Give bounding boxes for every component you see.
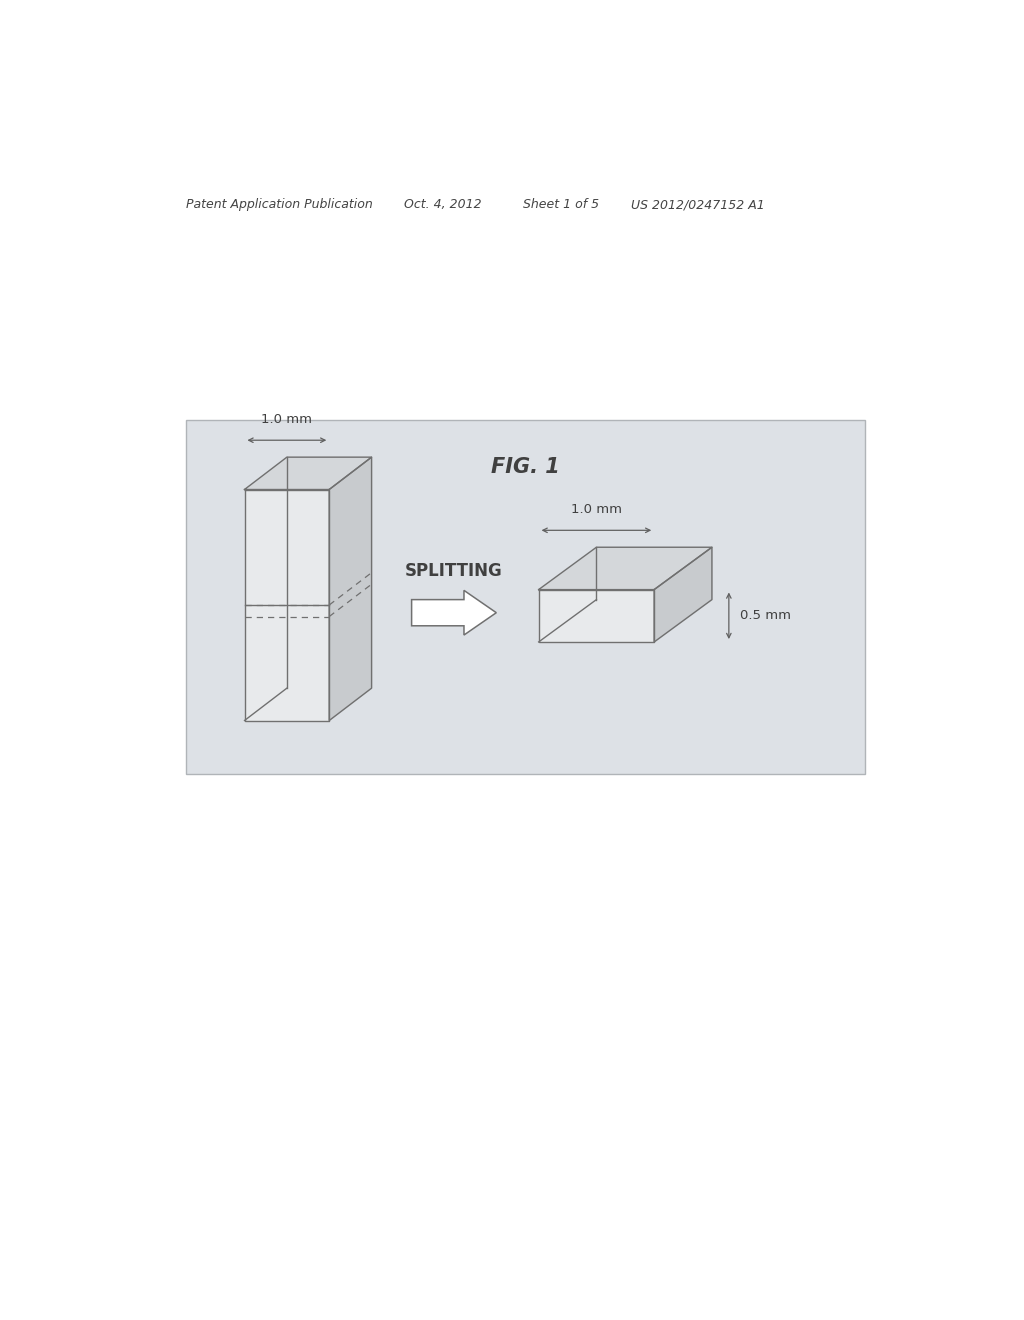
- Text: SPLITTING: SPLITTING: [406, 561, 503, 579]
- FancyBboxPatch shape: [186, 420, 865, 775]
- Text: Sheet 1 of 5: Sheet 1 of 5: [523, 198, 599, 211]
- Text: 1.0 mm: 1.0 mm: [261, 413, 312, 426]
- Text: FIG. 1: FIG. 1: [492, 457, 560, 477]
- Polygon shape: [245, 457, 372, 490]
- Polygon shape: [654, 548, 712, 642]
- Polygon shape: [412, 590, 497, 635]
- Text: US 2012/0247152 A1: US 2012/0247152 A1: [631, 198, 765, 211]
- Polygon shape: [330, 457, 372, 721]
- Text: Patent Application Publication: Patent Application Publication: [186, 198, 373, 211]
- Text: Oct. 4, 2012: Oct. 4, 2012: [403, 198, 481, 211]
- Polygon shape: [539, 548, 712, 590]
- Polygon shape: [245, 490, 330, 721]
- Text: 0.5 mm: 0.5 mm: [739, 610, 791, 622]
- Text: 1.0 mm: 1.0 mm: [571, 503, 622, 516]
- Polygon shape: [539, 590, 654, 642]
